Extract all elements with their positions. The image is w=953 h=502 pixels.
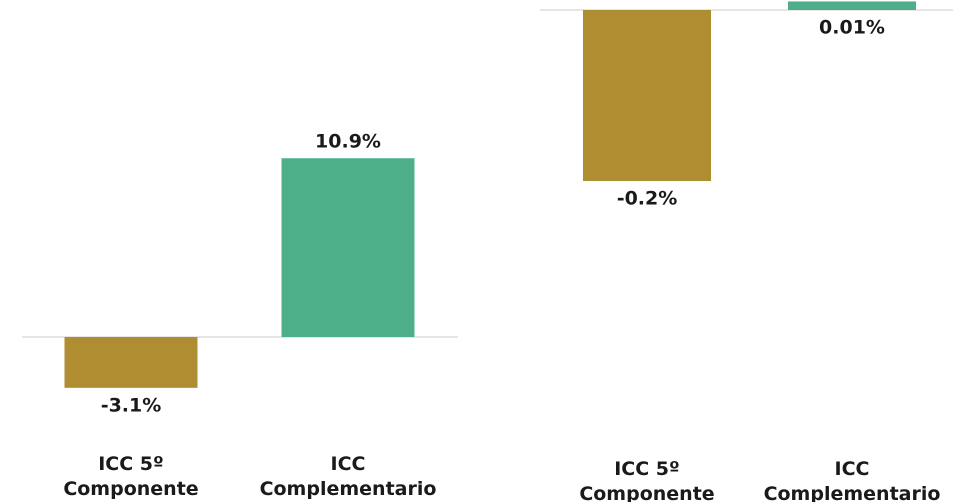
value-label: 0.01% (819, 17, 885, 39)
category-label: ICC Complementario (259, 453, 437, 500)
value-label: 10.9% (315, 131, 381, 153)
value-label: -3.1% (101, 394, 162, 416)
value-label: -0.2% (617, 188, 678, 210)
category-label: ICC 5º Componente (63, 453, 199, 500)
bar (788, 1, 916, 11)
category-label: ICC Complementario (763, 458, 941, 502)
bar (583, 10, 711, 181)
category-label: ICC 5º Componente (579, 458, 715, 502)
bar (64, 337, 198, 388)
bar (281, 158, 415, 337)
